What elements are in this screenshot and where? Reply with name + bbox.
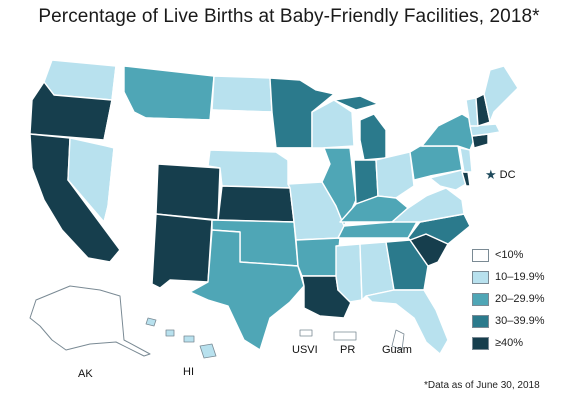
- label-usvi: USVI: [292, 344, 318, 356]
- legend-swatch: [472, 336, 489, 350]
- state-ny: [421, 113, 475, 151]
- label-pr: PR: [340, 344, 356, 356]
- state-md: [429, 169, 467, 191]
- legend-label: <10%: [495, 249, 524, 261]
- label-ak: AK: [78, 368, 93, 380]
- legend-swatch: [472, 270, 489, 284]
- legend-swatch: [472, 248, 489, 262]
- legend-label: 20–29.9%: [495, 293, 545, 305]
- legend-label: ≥40%: [495, 337, 524, 349]
- footnote: *Data as of June 30, 2018: [424, 380, 540, 391]
- dc-label: DC: [499, 168, 516, 181]
- legend-item: 10–19.9%: [472, 269, 545, 285]
- dc-marker: ★ DC: [485, 168, 516, 181]
- state-ks: [217, 185, 295, 223]
- territory-pr: [333, 331, 357, 341]
- state-me: [483, 65, 519, 123]
- state-fl: [365, 289, 449, 355]
- label-hi: HI: [183, 366, 194, 378]
- state-wa: [43, 59, 117, 101]
- legend-item: <10%: [472, 247, 545, 263]
- state-hi: [145, 317, 217, 359]
- legend-swatch: [472, 314, 489, 328]
- legend-item: ≥40%: [472, 335, 545, 351]
- legend-item: 30–39.9%: [472, 313, 545, 329]
- legend-item: 20–29.9%: [472, 291, 545, 307]
- state-ak: [29, 285, 151, 357]
- state-wy: [141, 117, 211, 167]
- state-tx: [189, 229, 305, 351]
- state-co: [155, 163, 221, 221]
- state-ar: [295, 237, 341, 277]
- state-nd: [211, 75, 273, 113]
- state-ne: [207, 149, 291, 189]
- state-sd: [209, 109, 277, 153]
- legend: <10% 10–19.9% 20–29.9% 30–39.9% ≥40%: [472, 247, 545, 357]
- state-il: [321, 147, 357, 227]
- star-icon: ★: [485, 167, 497, 182]
- territory-guam: [391, 329, 405, 351]
- label-guam: Guam: [382, 344, 412, 356]
- map-title: Percentage of Live Births at Baby-Friend…: [38, 6, 540, 27]
- state-nm: [151, 213, 213, 289]
- state-oh: [375, 151, 415, 199]
- state-ga: [385, 239, 429, 291]
- legend-label: 30–39.9%: [495, 315, 545, 327]
- territory-usvi: [299, 329, 313, 337]
- state-mt: [123, 65, 215, 121]
- legend-swatch: [472, 292, 489, 306]
- state-ma: [469, 123, 501, 137]
- legend-label: 10–19.9%: [495, 271, 545, 283]
